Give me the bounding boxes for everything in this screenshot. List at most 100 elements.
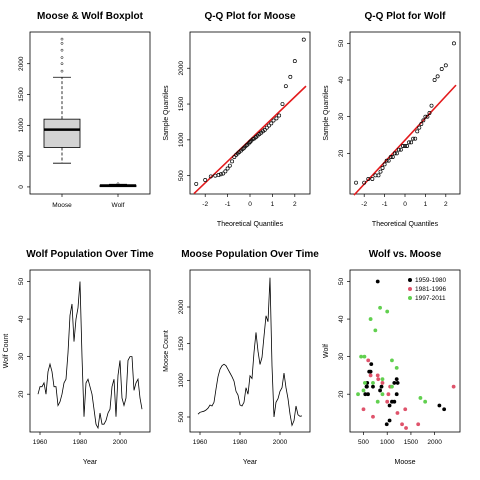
x-axis-label: Theoretical Quantiles: [217, 221, 284, 228]
qq-point: [380, 166, 385, 170]
qq-point: [384, 158, 389, 163]
scatter-point: [387, 403, 392, 408]
chart-title: Wolf vs. Moose: [369, 249, 442, 260]
chart-title: Q-Q Plot for Wolf: [365, 11, 447, 22]
qq-point: [423, 114, 428, 119]
qq-point: [376, 173, 381, 178]
y-axis-label: Wolf: [323, 344, 330, 358]
y-tick-label: 20: [338, 149, 345, 157]
legend-marker: [408, 296, 412, 300]
x-tick-label: 1960: [33, 439, 48, 446]
scatter-point: [376, 377, 381, 382]
qq-point: [425, 114, 430, 119]
qq-point: [203, 178, 208, 182]
chart-wolf-time: Wolf Population Over Time 20 30 40 50 1960 198…: [3, 249, 154, 466]
qq-point: [411, 136, 416, 141]
scatter-point: [404, 426, 408, 430]
chart-title: Moose & Wolf Boxplot: [37, 11, 144, 22]
scatter-point: [394, 377, 399, 382]
legend-label: 1997-2011: [415, 295, 446, 302]
scatter-point: [395, 381, 400, 385]
y-tick-label: 30: [338, 353, 345, 361]
qq-point: [421, 118, 426, 123]
scatter-point: [369, 362, 374, 367]
chart-boxplot: Moose & Wolf Boxplot 0 500 1000 1500 2000 Moos…: [18, 11, 151, 209]
y-tick-label: 1500: [178, 336, 185, 351]
legend-marker: [408, 278, 412, 282]
scatter-point: [403, 407, 408, 412]
qq-point: [269, 121, 274, 126]
y-tick-label: 20: [338, 390, 345, 398]
x-tick-label: Moose: [52, 202, 72, 209]
scatter-point: [384, 422, 389, 427]
scatter-point: [368, 369, 373, 374]
qq-point: [435, 74, 440, 79]
series-line: [197, 277, 303, 427]
qq-point: [452, 41, 456, 46]
qq-point: [264, 125, 269, 130]
qq-point: [390, 155, 395, 159]
qq-point: [419, 122, 424, 126]
x-tick-label: 2: [293, 201, 297, 208]
y-tick-label: 0: [18, 185, 25, 189]
qq-point: [407, 140, 412, 145]
qq-point: [230, 159, 235, 164]
x-axis-label: Year: [243, 459, 258, 466]
qq-point: [216, 173, 221, 177]
qq-point: [396, 147, 401, 152]
x-tick-label: 1: [424, 201, 428, 208]
chart-title: Wolf Population Over Time: [26, 249, 154, 260]
chart-wolf-vs-moose: Wolf vs. Moose 20 30 40 50 500 1000 1500 2000 Moo…: [323, 249, 461, 466]
scatter-point: [394, 392, 399, 397]
outlier-point: [116, 182, 120, 186]
scatter-point: [392, 381, 397, 385]
scatter-point: [356, 392, 360, 397]
qq-point: [429, 103, 434, 108]
qq-point: [409, 140, 414, 145]
scatter-point: [365, 384, 369, 389]
qq-point: [227, 163, 232, 168]
qq-point: [370, 177, 375, 181]
scatter-point: [378, 305, 382, 310]
x-tick-label: 1: [271, 201, 275, 208]
qq-point: [213, 173, 218, 178]
legend-marker: [408, 287, 412, 291]
qq-point: [427, 111, 432, 115]
chart-title: Moose Population Over Time: [181, 249, 319, 260]
scatter-point: [385, 399, 390, 404]
scatter-point: [368, 373, 373, 378]
y-tick-label: 50: [338, 278, 345, 286]
qq-point: [398, 147, 403, 152]
outlier-point: [60, 42, 64, 45]
x-tick-label: 0: [403, 201, 407, 208]
y-tick-label: 1500: [178, 96, 185, 111]
x-tick-label: 2: [444, 201, 448, 208]
scatter-point: [362, 354, 367, 359]
x-tick-label: -1: [225, 201, 231, 208]
scatter-point: [375, 373, 380, 378]
scatter-point: [363, 392, 368, 397]
y-tick-label: 50: [18, 278, 25, 286]
y-tick-label: 2000: [178, 299, 185, 314]
x-tick-label: 500: [358, 439, 369, 446]
y-tick-label: 1500: [18, 87, 25, 102]
qq-point: [262, 127, 267, 132]
y-tick-label: 50: [338, 39, 345, 47]
scatter-point: [380, 381, 385, 385]
box-moose: [43, 37, 81, 164]
x-tick-label: 1960: [193, 439, 208, 446]
scatter-point: [385, 309, 390, 314]
plot-frame: [189, 31, 311, 195]
qq-point: [401, 144, 405, 148]
scatter-point: [371, 414, 375, 419]
plot-frame: [349, 269, 461, 433]
x-tick-label: 1500: [404, 439, 419, 446]
scatter-point: [363, 381, 367, 385]
y-tick-label: 30: [338, 113, 345, 121]
qq-point: [208, 174, 213, 179]
scatter-point: [395, 411, 400, 415]
scatter-point: [375, 399, 380, 404]
scatter-point: [371, 381, 375, 385]
outlier-point: [60, 37, 64, 41]
y-axis-label: Wolf Count: [3, 334, 10, 369]
